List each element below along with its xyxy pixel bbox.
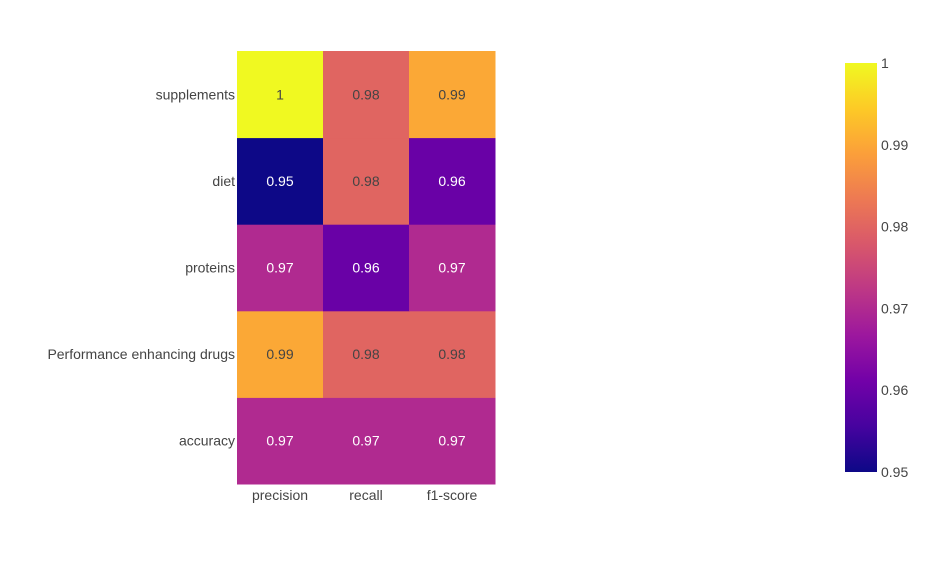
colorbar-tick-label: 0.98 xyxy=(881,219,908,235)
x-axis: precision recall f1-score xyxy=(252,487,478,503)
y-tick-label: supplements xyxy=(156,86,235,102)
heatmap-cell xyxy=(323,224,410,312)
colorbar: 0.95 0.96 0.97 0.98 0.99 1 xyxy=(845,55,908,480)
colorbar-tick-label: 1 xyxy=(881,55,889,71)
cell-label: 0.97 xyxy=(438,433,465,449)
colorbar-tick-label: 0.97 xyxy=(881,300,908,316)
colorbar-tick-label: 0.99 xyxy=(881,137,908,153)
heatmap-cell xyxy=(237,310,324,398)
heatmap-cell xyxy=(409,224,496,312)
cell-label: 0.95 xyxy=(266,173,293,189)
x-tick-label: f1-score xyxy=(427,487,478,503)
cell-label: 0.96 xyxy=(438,173,465,189)
heatmap-cell xyxy=(237,224,324,312)
heatmap-cell xyxy=(323,310,410,398)
heatmap-cell xyxy=(409,137,496,225)
x-tick-label: recall xyxy=(349,487,382,503)
cell-label: 0.97 xyxy=(438,260,465,276)
cell-label: 0.98 xyxy=(352,346,379,362)
x-tick-label: precision xyxy=(252,487,308,503)
heatmap-cells: 0.97 0.97 0.97 0.99 0.98 0.98 0.97 0.96 0.97 0.95… xyxy=(237,51,496,485)
cell-label: 0.97 xyxy=(352,433,379,449)
y-tick-label: Performance enhancing drugs xyxy=(47,346,235,362)
heatmap-cell xyxy=(323,397,410,485)
cell-label: 0.97 xyxy=(266,433,293,449)
heatmap-cell xyxy=(237,51,324,139)
colorbar-tick-label: 0.95 xyxy=(881,464,908,480)
heatmap-cell xyxy=(237,137,324,225)
heatmap-cell xyxy=(323,51,410,139)
cell-label: 0.96 xyxy=(352,260,379,276)
heatmap-cell xyxy=(409,397,496,485)
cell-label: 0.98 xyxy=(438,346,465,362)
y-axis: accuracy Performance enhancing drugs prote… xyxy=(47,86,235,448)
cell-label: 0.99 xyxy=(438,86,465,102)
colorbar-tick-label: 0.96 xyxy=(881,382,908,398)
y-tick-label: diet xyxy=(212,173,235,189)
cell-label: 0.97 xyxy=(266,260,293,276)
colorbar-gradient xyxy=(845,63,877,472)
y-tick-label: accuracy xyxy=(179,433,235,449)
heatmap-cell xyxy=(237,397,324,485)
cell-label: 1 xyxy=(276,86,284,102)
heatmap-cell xyxy=(409,51,496,139)
heatmap-cell xyxy=(323,137,410,225)
cell-label: 0.98 xyxy=(352,173,379,189)
cell-label: 0.99 xyxy=(266,346,293,362)
y-tick-label: proteins xyxy=(185,260,235,276)
heatmap-cell xyxy=(409,310,496,398)
cell-label: 0.98 xyxy=(352,86,379,102)
